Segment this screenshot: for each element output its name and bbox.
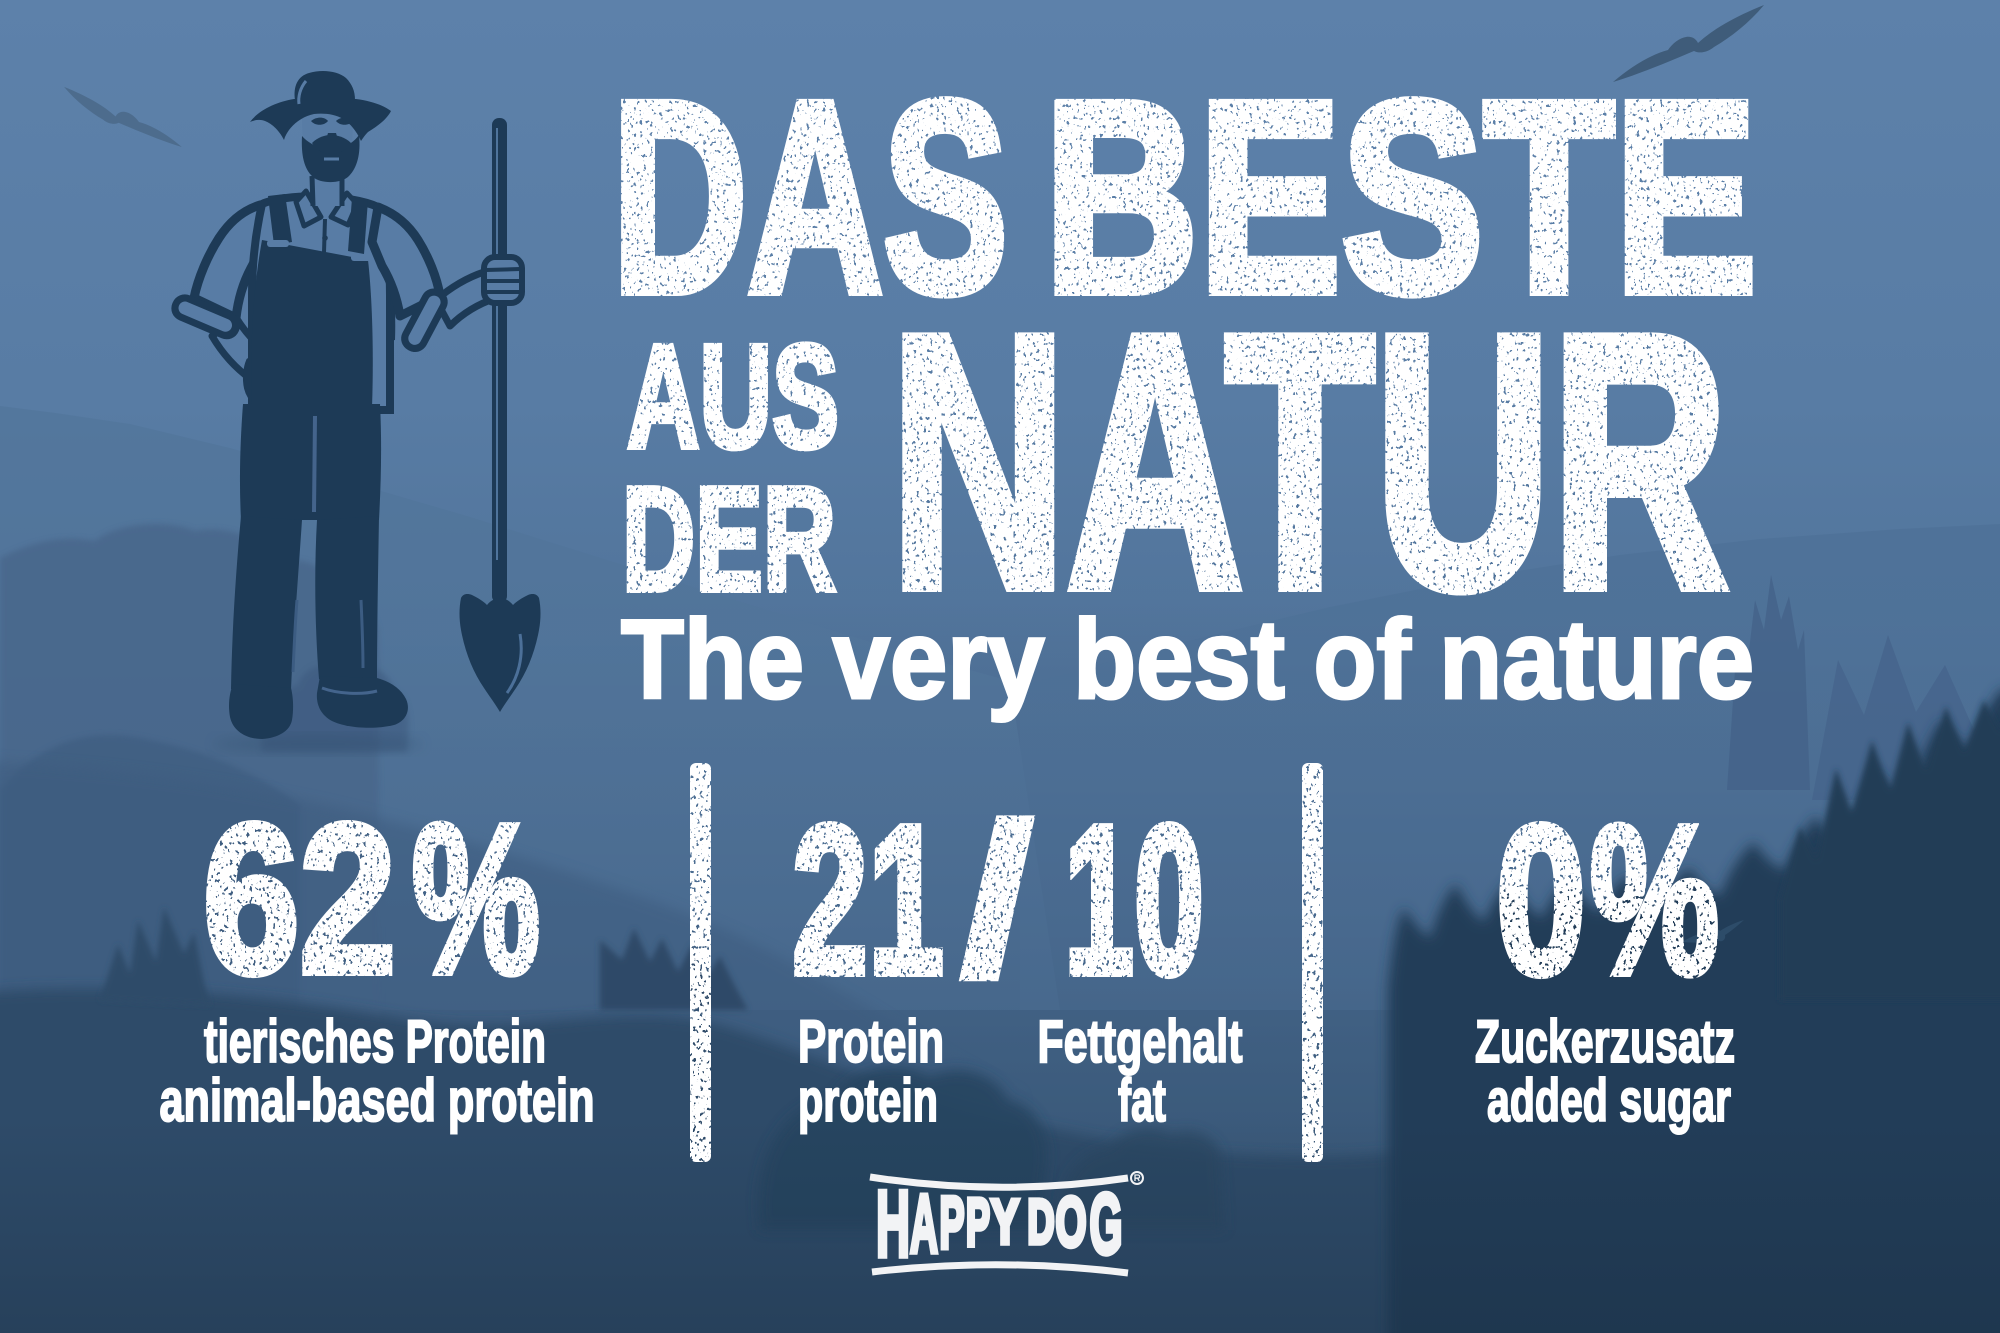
svg-text:AUS: AUS (627, 315, 839, 479)
svg-text:%: % (412, 780, 540, 1017)
svg-text:/: / (962, 781, 1032, 1018)
svg-text:BESTE: BESTE (1044, 45, 1757, 349)
svg-text:10: 10 (1064, 781, 1204, 1018)
svg-text:O: O (1056, 1183, 1087, 1261)
svg-text:NATUR: NATUR (890, 261, 1728, 663)
svg-text:G: G (1090, 1177, 1123, 1272)
svg-text:DAS: DAS (612, 45, 1008, 349)
svg-text:The very best of nature: The very best of nature (621, 597, 1754, 722)
svg-text:0: 0 (1496, 781, 1586, 1018)
svg-text:P: P (940, 1183, 965, 1264)
svg-text:%: % (1590, 781, 1719, 1018)
svg-text:Zuckerzusatz: Zuckerzusatz (1475, 1008, 1735, 1075)
svg-text:Fettgehalt: Fettgehalt (1038, 1008, 1243, 1075)
svg-text:P: P (966, 1185, 990, 1260)
svg-text:tierisches Protein: tierisches Protein (204, 1008, 546, 1075)
svg-text:fat: fat (1118, 1067, 1166, 1134)
svg-text:62: 62 (203, 780, 396, 1017)
svg-text:added sugar: added sugar (1487, 1067, 1731, 1134)
svg-text:H: H (876, 1171, 910, 1276)
svg-text:DER: DER (622, 457, 836, 622)
svg-text:protein: protein (798, 1067, 938, 1134)
svg-text:21: 21 (792, 781, 944, 1018)
svg-text:D: D (1028, 1188, 1055, 1257)
svg-text:A: A (910, 1177, 938, 1270)
svg-text:Protein: Protein (798, 1008, 944, 1075)
svg-text:animal-based protein: animal-based protein (160, 1067, 595, 1134)
svg-text:Y: Y (991, 1188, 1019, 1257)
